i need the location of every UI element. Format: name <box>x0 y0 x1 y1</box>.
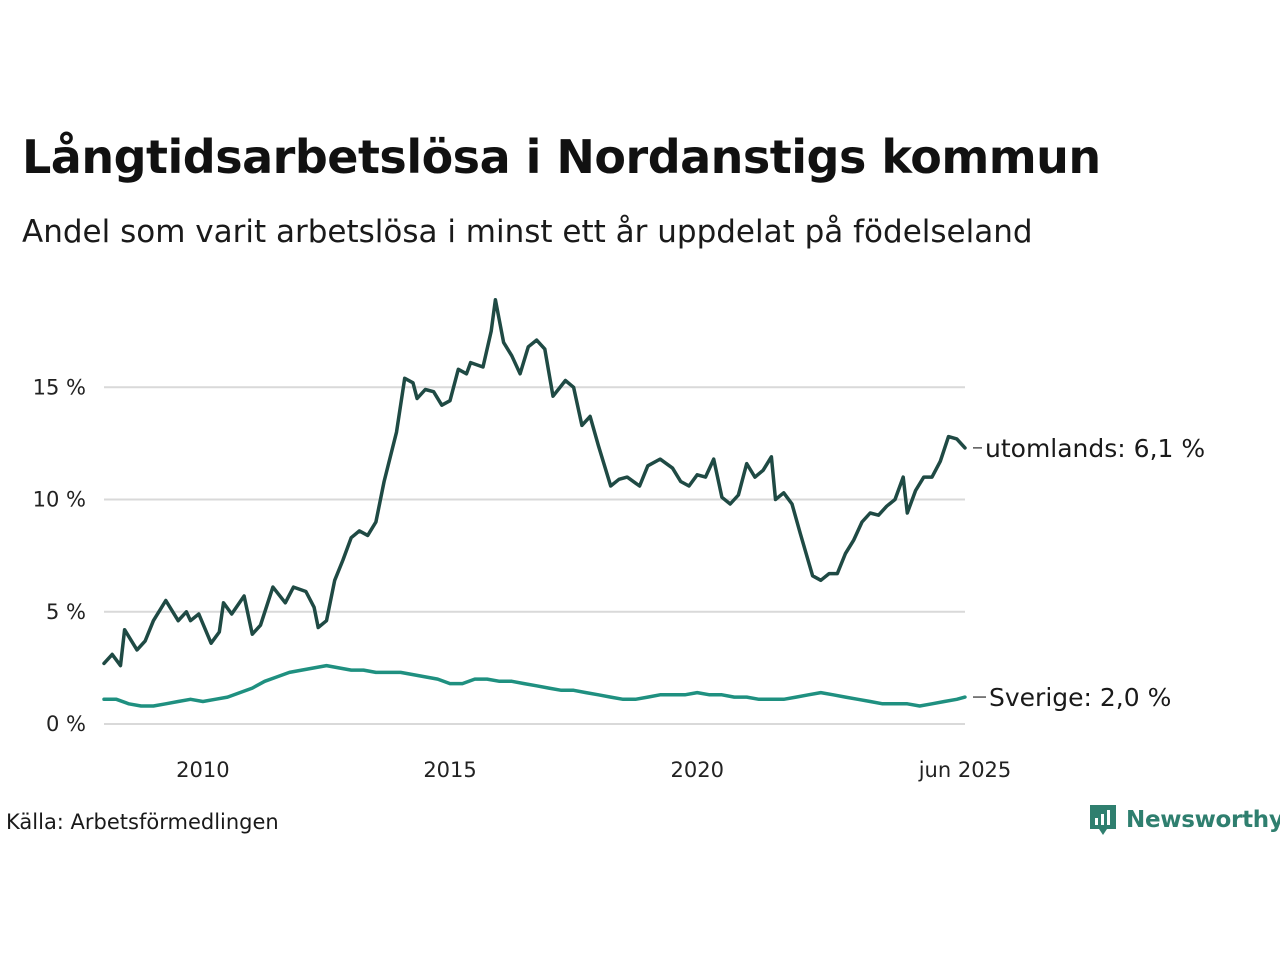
series-end-label: utomlands: 6,1 % <box>985 434 1205 463</box>
series-lines <box>102 297 967 708</box>
series-line-sverige <box>102 663 967 708</box>
series-end-label: Sverige: 2,0 % <box>989 683 1171 712</box>
x-tick-label: 2010 <box>176 758 229 782</box>
y-tick-label: 5 % <box>46 600 86 624</box>
series-line-utomlands <box>102 297 967 668</box>
series-end-labels: utomlands: 6,1 % Sverige: 2,0 % <box>973 434 1205 712</box>
y-tick-label: 0 % <box>46 712 86 736</box>
y-axis: 0 % 5 % 10 % 15 % <box>33 375 86 736</box>
y-tick-label: 10 % <box>33 488 86 512</box>
x-tick-label: jun 2025 <box>918 758 1012 782</box>
newsworthy-logo-icon <box>1090 805 1116 835</box>
chart-subtitle: Andel som varit arbetslösa i minst ett å… <box>22 214 1033 250</box>
y-tick-label: 15 % <box>33 375 86 399</box>
x-axis: 2010 2015 2020 jun 2025 <box>176 758 1011 782</box>
x-tick-label: 2020 <box>670 758 723 782</box>
x-tick-label: 2015 <box>423 758 476 782</box>
brand-name: Newsworthy <box>1126 807 1280 833</box>
brand-logo: Newsworthy <box>1088 803 1280 837</box>
chart-title: Långtidsarbetslösa i Nordanstigs kommun <box>22 130 1101 184</box>
grid-lines <box>104 386 965 725</box>
source-note: Källa: Arbetsförmedlingen <box>6 810 279 834</box>
